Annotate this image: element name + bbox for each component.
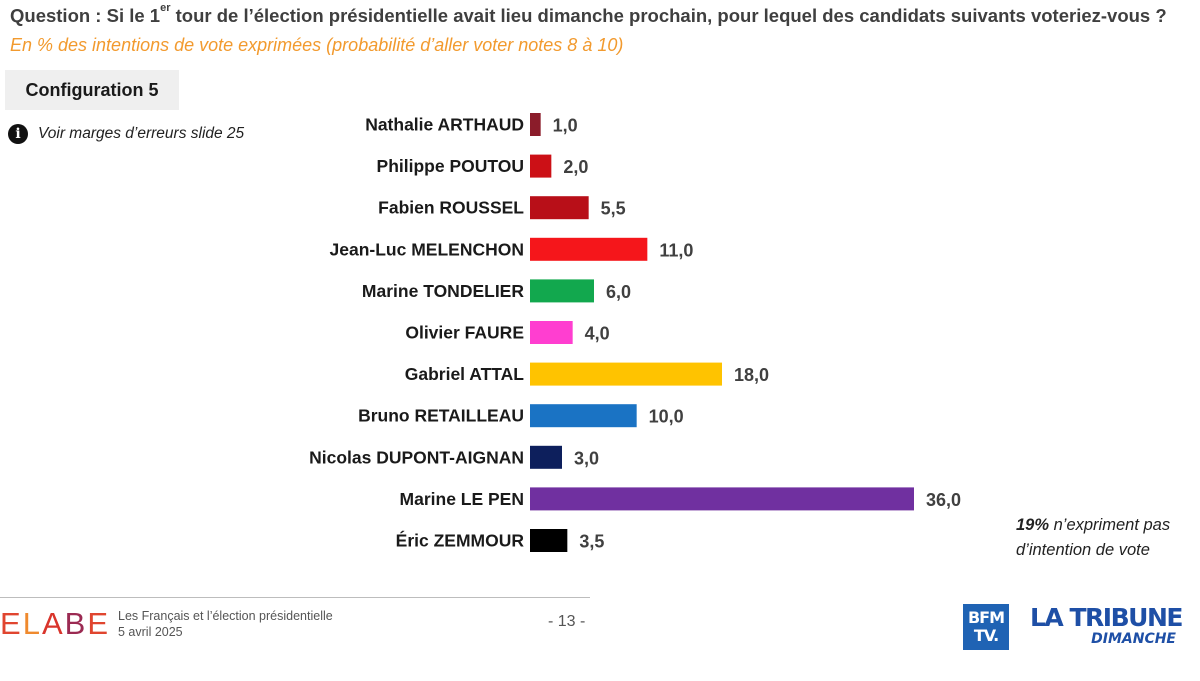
data-label: 10,0	[649, 407, 684, 427]
page-number: - 13 -	[548, 613, 586, 630]
data-label: 11,0	[659, 240, 693, 260]
vote-intention-bar-chart: Nathalie ARTHAUD 1,0 Philippe POUTOU 2,0 Fab…	[309, 113, 961, 552]
category-label: Jean-Luc MELENCHON	[330, 239, 524, 259]
category-label: Bruno RETAILLEAU	[358, 406, 524, 426]
bfmtv-logo: BFM TV.	[963, 604, 1009, 650]
elabe-letter: L	[22, 606, 42, 641]
bar	[530, 113, 541, 136]
data-label: 1,0	[553, 116, 578, 136]
category-label: Éric ZEMMOUR	[396, 530, 525, 551]
la-tribune-wordmark: LA TRIBUNE	[1030, 603, 1183, 632]
elabe-logo: ELABE	[0, 604, 110, 644]
bar	[530, 362, 722, 386]
category-label: Marine TONDELIER	[362, 281, 524, 301]
dimanche-wordmark: DIMANCHE	[1091, 631, 1176, 647]
data-label: 5,5	[601, 199, 626, 219]
no-intention-note: 19% n’expriment pas d’intention de vote	[1016, 513, 1196, 563]
la-tribune-dimanche-logo: LA TRIBUNE DIMANCHE	[1030, 604, 1190, 652]
data-label: 18,0	[734, 365, 769, 385]
bar	[530, 321, 573, 344]
survey-info: Les Français et l’élection présidentiell…	[118, 608, 333, 640]
info-icon: i	[8, 124, 28, 144]
bar	[530, 404, 637, 428]
bar	[530, 445, 562, 469]
bar	[530, 279, 594, 303]
category-label: Gabriel ATTAL	[405, 364, 525, 384]
data-label: 2,0	[563, 157, 588, 177]
category-label: Philippe POUTOU	[377, 156, 524, 176]
configuration-badge: Configuration 5	[5, 70, 179, 110]
category-label: Marine LE PEN	[400, 489, 524, 509]
question-prefix: Question : Si le 1	[10, 5, 161, 26]
subtitle: En % des intentions de vote exprimées (p…	[10, 35, 624, 55]
bar	[530, 154, 552, 178]
bfmtv-logo-line1: BFM	[967, 608, 1005, 627]
bar	[530, 529, 568, 552]
error-margin-note: i Voir marges d’erreurs slide 25	[8, 124, 244, 144]
no-intention-percent: 19%	[1016, 516, 1050, 534]
error-margin-text: Voir marges d’erreurs slide 25	[38, 125, 245, 142]
data-label: 36,0	[926, 490, 961, 510]
data-label: 6,0	[606, 282, 631, 302]
bfmtv-logo-line2: TV.	[973, 626, 999, 645]
no-intention-text: n’expriment pas d’intention de vote	[1016, 516, 1171, 559]
bar	[530, 196, 589, 220]
elabe-letter: E	[87, 606, 110, 641]
elabe-letter: E	[0, 606, 23, 641]
bar	[530, 487, 914, 511]
elabe-letter: B	[64, 606, 88, 641]
data-label: 4,0	[585, 324, 610, 344]
category-label: Nathalie ARTHAUD	[365, 115, 524, 135]
category-label: Olivier FAURE	[405, 323, 524, 343]
question-superscript: er	[160, 2, 171, 14]
elabe-letter: A	[41, 606, 65, 641]
question-suffix: tour de l’élection présidentielle avait …	[170, 5, 1167, 26]
footer-divider	[0, 597, 590, 598]
data-label: 3,0	[574, 448, 599, 468]
data-label: 3,5	[579, 532, 604, 552]
category-label: Fabien ROUSSEL	[378, 198, 524, 218]
question-title: Question : Si le 1er tour de l’élection …	[10, 2, 1195, 27]
elabe-wordmark: ELABE	[0, 606, 110, 642]
bar	[530, 237, 648, 261]
category-label: Nicolas DUPONT-AIGNAN	[309, 447, 524, 467]
survey-date: 5 avril 2025	[118, 625, 183, 639]
survey-title: Les Français et l’élection présidentiell…	[118, 609, 333, 623]
